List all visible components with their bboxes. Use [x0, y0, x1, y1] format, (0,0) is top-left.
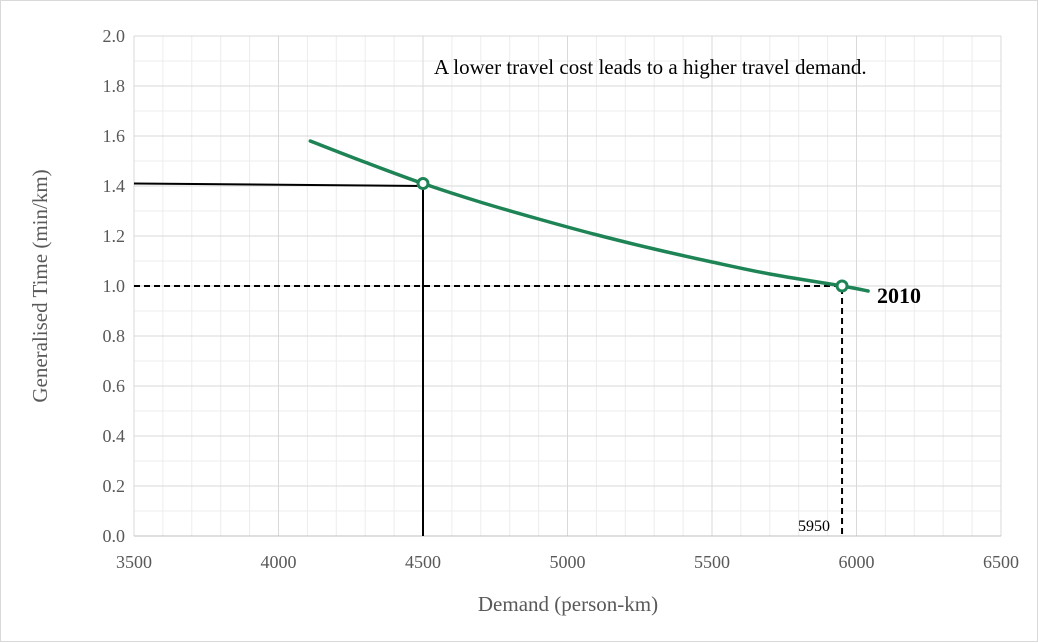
x-tick-label: 4000 [261, 552, 297, 572]
y-tick-label: 1.4 [103, 176, 126, 196]
series-line-2010 [308, 139, 870, 293]
x-tick-label: 5000 [550, 552, 586, 572]
marker-layer [416, 177, 849, 293]
y-tick-label: 0.0 [103, 526, 126, 546]
y-tick-label: 1.6 [103, 126, 126, 146]
y-axis-title: Generalised Time (min/km) [28, 169, 52, 402]
y-tick-labels: 0.0 0.2 0.4 0.6 0.8 1.0 1.2 1.4 1.6 1.8 2.0 [103, 26, 126, 546]
y-tick-label: 2.0 [103, 26, 126, 46]
y-tick-label: 0.4 [103, 426, 126, 446]
y-tick-label: 0.8 [103, 326, 126, 346]
chart-annotation: A lower travel cost leads to a higher tr… [434, 55, 867, 79]
series-layer [308, 139, 870, 293]
data-point-marker [835, 279, 849, 293]
x-tick-label: 5500 [694, 552, 730, 572]
y-tick-label: 1.2 [103, 226, 126, 246]
dashed-reference-line [134, 285, 844, 536]
x-value-label-5950: 5950 [798, 518, 830, 535]
x-tick-label: 6500 [983, 552, 1019, 572]
x-tick-labels: 3500 4000 4500 5000 5500 6000 6500 [116, 552, 1019, 572]
data-point-marker [416, 177, 430, 190]
y-tick-label: 0.2 [103, 476, 126, 496]
y-tick-label: 0.6 [103, 376, 126, 396]
major-gridlines [133, 35, 1002, 537]
y-tick-label: 1.0 [103, 276, 126, 296]
x-tick-label: 4500 [405, 552, 441, 572]
series-label-2010: 2010 [877, 283, 921, 308]
x-tick-label: 3500 [116, 552, 152, 572]
x-axis-title: Demand (person-km) [478, 592, 658, 616]
y-tick-label: 1.8 [103, 76, 126, 96]
x-tick-label: 6000 [839, 552, 875, 572]
